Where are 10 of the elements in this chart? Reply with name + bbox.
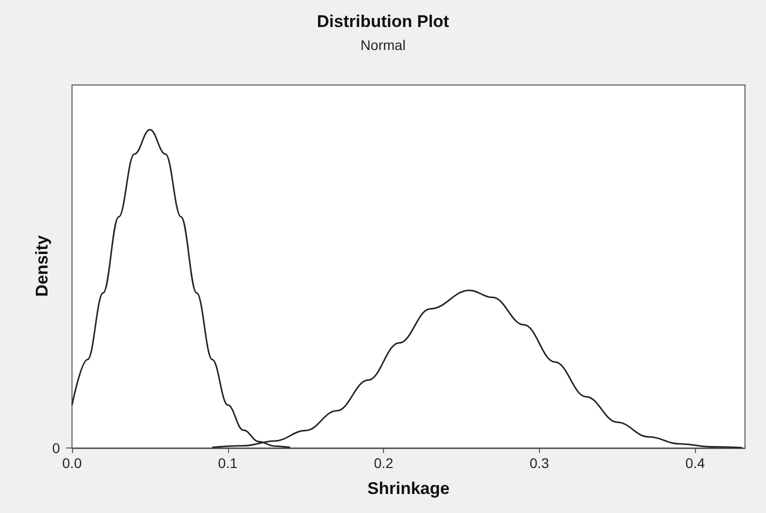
x-tick-label: 0.1 <box>218 455 238 471</box>
x-axis-title: Shrinkage <box>367 479 450 498</box>
text: 0 <box>52 440 60 456</box>
x-tick-label: 0.3 <box>530 455 550 471</box>
y-axis-title: Density <box>32 234 52 297</box>
x-tick-label: 0.4 <box>685 455 706 471</box>
chart-title: Distribution Plot <box>316 12 450 31</box>
x-tick-label: 0.0 <box>62 455 82 471</box>
chart-subtitle: Normal <box>360 37 406 53</box>
x-tick-label: 0.2 <box>374 455 394 471</box>
